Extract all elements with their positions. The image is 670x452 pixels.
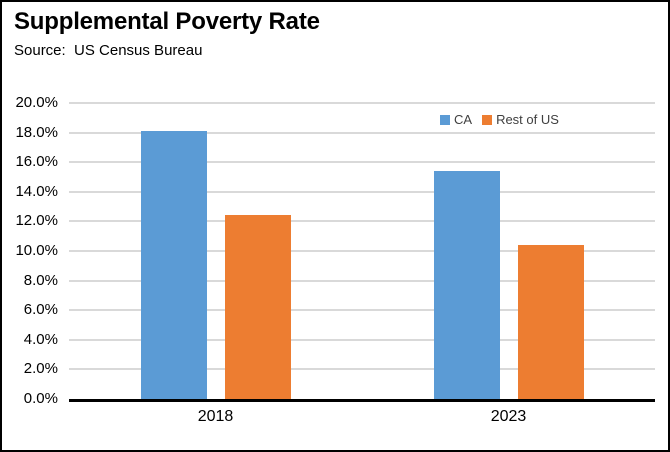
legend-label: CA xyxy=(454,112,473,127)
gridline xyxy=(69,279,655,282)
gridline xyxy=(69,338,655,341)
gridline xyxy=(69,309,655,312)
gridline xyxy=(69,102,655,104)
gridline xyxy=(69,131,655,134)
legend-item-rest-of-us: Rest of US xyxy=(482,112,559,127)
legend-swatch-icon xyxy=(482,114,493,125)
gridline xyxy=(69,190,655,193)
y-axis-tick-label: 6.0% xyxy=(23,301,58,319)
legend-item-ca: CA xyxy=(440,112,472,127)
gridline xyxy=(69,368,655,371)
x-axis-category-label: 2018 xyxy=(197,408,234,425)
legend-label: Rest of US xyxy=(496,112,559,127)
legend-swatch-icon xyxy=(440,114,450,125)
y-axis-tick-label: 14.0% xyxy=(15,182,58,200)
bar-2018-rest-of-us xyxy=(224,215,291,399)
bar-2018-ca xyxy=(140,131,207,399)
legend: CA Rest of US xyxy=(440,112,559,127)
chart-title: Supplemental Poverty Rate xyxy=(14,8,320,35)
y-axis-tick-label: 18.0% xyxy=(15,123,58,141)
y-axis-tick-label: 10.0% xyxy=(15,242,58,259)
gridline xyxy=(69,161,655,164)
y-axis-tick-label: 0.0% xyxy=(23,390,58,407)
y-axis-tick-label: 4.0% xyxy=(23,330,58,348)
bar-2023-ca xyxy=(433,171,500,399)
y-axis-tick-label: 2.0% xyxy=(23,360,58,378)
gridline xyxy=(69,250,655,252)
y-axis-tick-label: 12.0% xyxy=(15,212,58,230)
y-axis-tick-label: 8.0% xyxy=(23,271,58,289)
y-axis-tick-label: 20.0% xyxy=(15,94,58,111)
bar-2023-rest-of-us xyxy=(517,245,584,399)
chart-source: Source: US Census Bureau xyxy=(14,42,203,59)
y-axis-tick-label: 16.0% xyxy=(15,153,58,171)
plot-area xyxy=(69,102,655,402)
gridline xyxy=(69,220,655,223)
x-axis-category-label: 2023 xyxy=(490,408,527,425)
